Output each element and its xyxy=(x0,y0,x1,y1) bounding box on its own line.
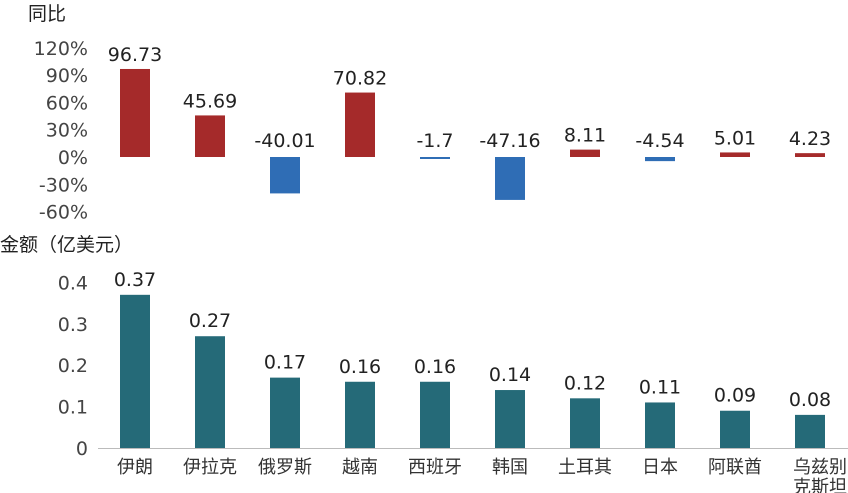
amount-data-label: 0.37 xyxy=(114,269,156,291)
yoy-bar xyxy=(720,152,750,157)
yoy-data-label: -47.16 xyxy=(479,130,540,152)
yoy-data-label: 45.69 xyxy=(183,90,237,112)
yoy-tick-label: 30% xyxy=(46,120,88,142)
amount-tick-label: 0 xyxy=(76,438,88,460)
amount-chart: 金额（亿美元） 0.4 0.3 0.2 0.1 0 0.37 伊朗 0.27 伊拉克 0.17 俄罗斯… xyxy=(0,234,848,493)
amount-bar xyxy=(120,294,150,448)
yoy-data-label: 70.82 xyxy=(333,68,387,90)
category-label: 韩国 xyxy=(492,457,528,478)
yoy-tick-label: 0% xyxy=(58,147,88,169)
amount-bar xyxy=(420,381,450,448)
amount-tick-label: 0.1 xyxy=(58,397,88,419)
yoy-data-label: 4.23 xyxy=(789,128,831,150)
amount-bar xyxy=(195,336,225,448)
amount-bar xyxy=(270,377,300,448)
amount-data-label: 0.14 xyxy=(489,364,531,386)
yoy-tick-label: 60% xyxy=(46,92,88,114)
yoy-tick-label: -60% xyxy=(39,202,88,224)
yoy-data-label: -1.7 xyxy=(416,130,453,152)
amount-data-label: 0.11 xyxy=(639,376,681,398)
category-label: 乌兹别 xyxy=(793,457,847,478)
category-label: 土耳其 xyxy=(558,457,612,478)
yoy-data-label: 8.11 xyxy=(564,125,606,147)
yoy-chart: 同比 120% 90% 60% 30% 0% -30% -60% 96.73 45.69 -40.0… xyxy=(28,3,831,224)
yoy-bar xyxy=(570,149,600,157)
amount-bar xyxy=(495,390,525,448)
yoy-bar xyxy=(120,68,150,157)
yoy-tick-label: 120% xyxy=(34,38,88,60)
yoy-bar xyxy=(645,157,675,162)
amount-bar xyxy=(570,398,600,448)
amount-axis-title: 金额（亿美元） xyxy=(0,234,133,256)
amount-data-label: 0.12 xyxy=(564,372,606,394)
category-label: 西班牙 xyxy=(408,457,462,478)
yoy-bar xyxy=(495,157,525,200)
yoy-data-label: 5.01 xyxy=(714,127,756,149)
yoy-bar xyxy=(795,153,825,157)
amount-tick-label: 0.4 xyxy=(58,272,88,294)
amount-bar xyxy=(345,381,375,448)
amount-data-label: 0.27 xyxy=(189,310,231,332)
amount-data-label: 0.09 xyxy=(714,385,756,407)
amount-tick-label: 0.3 xyxy=(58,314,88,336)
amount-bar xyxy=(645,402,675,448)
category-label: 俄罗斯 xyxy=(258,457,312,478)
amount-data-label: 0.08 xyxy=(789,389,831,411)
amount-bar xyxy=(720,410,750,448)
yoy-tick-label: -30% xyxy=(39,174,88,196)
yoy-tick-label: 90% xyxy=(46,65,88,87)
yoy-bar xyxy=(345,92,375,157)
category-label: 伊拉克 xyxy=(183,457,237,478)
yoy-bar xyxy=(420,157,450,159)
category-label: 阿联酋 xyxy=(708,457,762,478)
yoy-data-label: -40.01 xyxy=(254,130,315,152)
amount-data-label: 0.16 xyxy=(339,356,381,378)
amount-data-label: 0.16 xyxy=(414,356,456,378)
yoy-axis-title: 同比 xyxy=(28,3,66,25)
category-label: 伊朗 xyxy=(117,457,153,478)
category-label: 日本 xyxy=(642,457,678,478)
amount-bar xyxy=(795,414,825,448)
yoy-bar xyxy=(195,115,225,157)
category-label: 越南 xyxy=(342,457,378,478)
amount-data-label: 0.17 xyxy=(264,352,306,374)
yoy-data-label: -4.54 xyxy=(635,130,684,152)
yoy-data-label: 96.73 xyxy=(108,44,162,66)
yoy-bar xyxy=(270,157,300,194)
category-label: 克斯坦 xyxy=(793,477,847,493)
amount-tick-label: 0.2 xyxy=(58,355,88,377)
